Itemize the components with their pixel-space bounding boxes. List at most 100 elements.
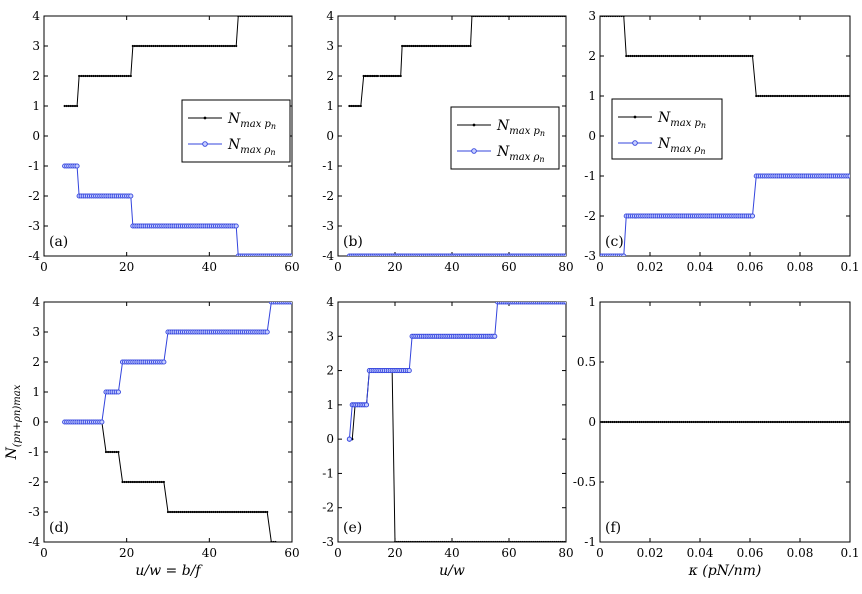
data-point <box>230 510 234 514</box>
y-tick-label: 0 <box>326 432 334 446</box>
y-tick-label: -1 <box>28 159 40 173</box>
data-point <box>471 540 474 542</box>
data-point <box>276 16 279 18</box>
data-point <box>711 420 714 424</box>
data-point <box>171 510 174 514</box>
data-point <box>478 16 481 18</box>
data-point <box>257 510 261 514</box>
data-point <box>490 540 493 542</box>
data-point <box>784 420 787 424</box>
data-point <box>847 173 850 179</box>
data-point <box>542 16 545 18</box>
y-tick-label: 4 <box>32 295 40 309</box>
x-tick-label: 0.02 <box>637 260 664 274</box>
data-point <box>844 94 847 98</box>
data-point <box>815 420 818 424</box>
data-point <box>625 54 628 58</box>
data-point <box>439 44 442 48</box>
data-point <box>142 480 145 484</box>
data-point <box>266 16 269 18</box>
data-point <box>498 540 501 542</box>
data-point <box>540 16 543 18</box>
data-point <box>723 420 727 424</box>
data-point <box>481 540 484 542</box>
data-point <box>442 44 446 48</box>
data-point <box>468 540 471 542</box>
data-point <box>809 420 812 424</box>
data-point <box>684 420 687 424</box>
data-point <box>767 94 770 98</box>
data-point <box>673 420 677 424</box>
data-point <box>168 510 172 514</box>
data-point <box>412 44 415 48</box>
data-point <box>819 420 822 424</box>
data-point <box>156 480 159 484</box>
data-point <box>813 420 816 424</box>
data-point <box>675 420 679 424</box>
data-point <box>693 54 696 58</box>
chart-panel-d: 0 20 40 60 -4 -3 -2 -1 0 1 2 3 4 (d) u/w = b/f N(pn+ρn)… <box>4 295 300 579</box>
data-point <box>467 44 470 48</box>
data-point <box>274 540 277 542</box>
data-point <box>376 74 379 78</box>
data-point <box>411 540 414 542</box>
data-point <box>239 16 242 18</box>
data-point <box>463 44 466 48</box>
data-point <box>233 44 236 48</box>
data-point <box>769 94 772 98</box>
data-point <box>778 94 781 98</box>
data-point <box>443 540 446 542</box>
data-point <box>96 74 99 78</box>
data-point <box>690 420 693 424</box>
data-point <box>551 16 554 18</box>
data-point <box>214 510 217 514</box>
data-point <box>618 16 621 18</box>
y-tick-label: -2 <box>322 189 334 203</box>
data-point <box>111 74 114 78</box>
data-point <box>644 420 647 424</box>
data-point <box>519 540 522 542</box>
legend-entry: Nmax pn <box>496 118 545 138</box>
data-point <box>844 420 847 424</box>
data-point <box>695 54 698 58</box>
data-point <box>719 420 722 424</box>
data-point <box>255 510 258 514</box>
data-point <box>420 44 423 48</box>
data-point <box>796 94 800 98</box>
data-point <box>92 74 95 78</box>
data-point <box>73 104 77 108</box>
data-point <box>220 510 223 514</box>
data-point <box>492 540 495 542</box>
data-point <box>759 94 762 98</box>
data-point <box>363 402 370 408</box>
data-point <box>761 94 764 98</box>
data-point <box>454 540 457 542</box>
data-point <box>697 54 700 58</box>
data-point <box>782 420 785 424</box>
chart-panel-a: 0 20 40 60 -4 -3 -2 -1 0 1 2 3 4 (a) Nmax pn Nmax ρn <box>28 9 299 274</box>
data-point <box>173 44 176 48</box>
x-tick-label: 60 <box>501 260 516 274</box>
x-tick-label: 0.04 <box>687 260 714 274</box>
data-point <box>433 540 436 542</box>
data-point <box>90 74 93 78</box>
data-point <box>150 44 153 48</box>
data-point <box>175 44 178 48</box>
data-point <box>803 94 806 98</box>
data-point <box>224 510 227 514</box>
data-point <box>106 450 110 454</box>
data-point <box>173 510 176 514</box>
data-point <box>832 94 835 98</box>
y-tick-label: 3 <box>32 325 40 339</box>
data-point <box>266 510 269 514</box>
data-point <box>529 16 532 18</box>
data-point <box>414 44 417 48</box>
data-point <box>678 54 682 58</box>
data-point <box>152 480 155 484</box>
data-point <box>135 44 139 48</box>
data-point <box>817 420 820 424</box>
data-point <box>511 540 514 542</box>
data-point <box>187 510 190 514</box>
data-point <box>193 510 196 514</box>
data-point <box>809 94 812 98</box>
